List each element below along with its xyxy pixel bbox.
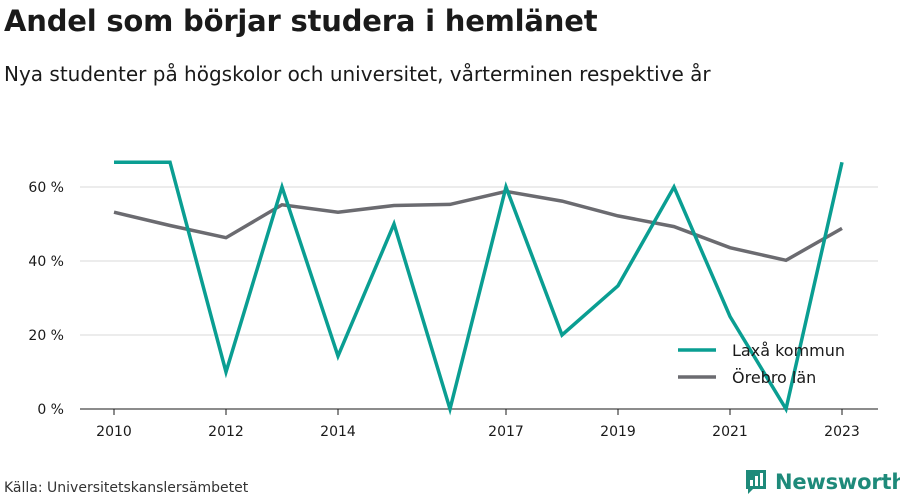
x-tick-label: 2023 (824, 424, 860, 440)
legend-label: Örebro län (732, 368, 816, 387)
x-tick-label: 2014 (320, 424, 356, 440)
x-tick-label: 2019 (600, 424, 636, 440)
y-tick-label: 0 % (37, 402, 64, 418)
brand-logo[interactable]: Newsworthy (744, 466, 900, 498)
series-lines (113, 160, 844, 416)
legend: Laxå kommun Örebro län (678, 341, 845, 387)
chart-subtitle: Nya studenter på högskolor och universit… (4, 62, 711, 86)
chart-title: Andel som börjar studera i hemlänet (4, 4, 598, 38)
x-axis: 2010 2012 2014 2017 2019 2021 2023 (80, 408, 878, 440)
x-tick-label: 2010 (96, 424, 132, 440)
source-note: Källa: Universitetskanslersämbetet (4, 480, 249, 496)
x-tick-label: 2021 (712, 424, 748, 440)
brand-name: Newsworthy (775, 470, 900, 494)
x-tick-label: 2017 (488, 424, 524, 440)
y-tick-label: 60 % (28, 180, 64, 196)
legend-label: Laxå kommun (732, 341, 845, 360)
newsworthy-logo-icon (746, 470, 766, 494)
y-tick-label: 20 % (28, 328, 64, 344)
grid-lines: 0 % 20 % 40 % 60 % (28, 180, 878, 418)
y-tick-label: 40 % (28, 254, 64, 270)
series-line-1 (113, 189, 843, 263)
series-line-0 (114, 160, 844, 416)
x-tick-label: 2012 (208, 424, 244, 440)
